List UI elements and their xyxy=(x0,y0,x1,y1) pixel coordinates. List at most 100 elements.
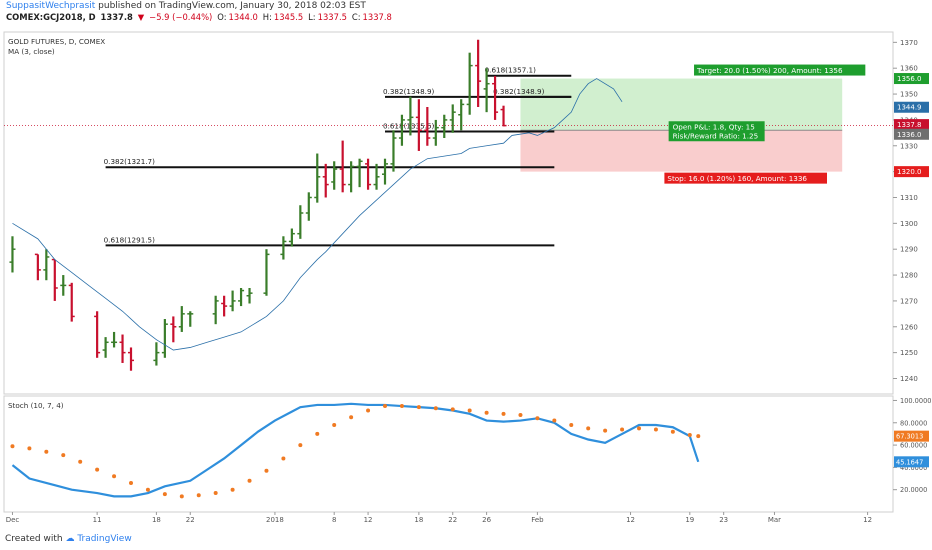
open-label: O: xyxy=(217,12,227,22)
close-label: C: xyxy=(351,12,361,22)
stoch-d-dot xyxy=(552,418,557,423)
stoch-d-dot xyxy=(696,434,701,439)
stoch-y-tick-label: 40.0000 xyxy=(900,464,927,472)
y-tick-label: 1290 xyxy=(900,246,918,254)
stoch-panel[interactable] xyxy=(3,395,894,513)
stoch-d-value: 67.3013 xyxy=(896,433,923,441)
y-tick-label: 1330 xyxy=(900,142,918,150)
change-value: −5.9 (−0.44%) xyxy=(149,12,213,22)
price-axis-label-box xyxy=(894,73,929,85)
stoch-k-value: 45.1647 xyxy=(896,458,923,466)
stoch-d-dot xyxy=(230,487,235,492)
x-tick-label: 12 xyxy=(626,516,635,524)
stoch-d-dot xyxy=(687,433,692,438)
chart-canvas[interactable]: 1240125012601270128012901300131013201330… xyxy=(0,26,932,530)
fib-level-label: 0.618(1335.5) xyxy=(383,122,435,131)
y-tick-label: 1310 xyxy=(900,194,918,202)
fib-level-label: 0.382(1348.9) xyxy=(493,87,545,96)
stoch-d-dot xyxy=(61,453,66,458)
ma-line[interactable] xyxy=(12,78,623,351)
x-tick-label: 22 xyxy=(186,516,195,524)
tradingview-brand[interactable]: TradingView xyxy=(77,534,132,544)
high-label: H: xyxy=(262,12,272,22)
stoch-d-dot xyxy=(603,428,608,433)
stoch-d-dot xyxy=(196,493,201,498)
low-label: L: xyxy=(308,12,316,22)
x-tick-label: 8 xyxy=(332,516,336,524)
stoch-k-value-box xyxy=(894,456,929,468)
stoch-y-tick-label: 60.0000 xyxy=(900,442,927,450)
y-tick-label: 1370 xyxy=(900,39,918,47)
price-axis-label: 1320.0 xyxy=(897,168,922,176)
x-tick-label: 12 xyxy=(863,516,872,524)
stoch-d-dot xyxy=(332,423,337,427)
created-with-text: Created with xyxy=(5,534,63,544)
stoch-d-dot xyxy=(535,416,540,421)
pnl-label: Open P&L: 1.8, Qty: 15 xyxy=(673,122,755,131)
chart-header: SuppasitWechprasit published on TradingV… xyxy=(0,0,932,26)
price-axis-label: 1344.9 xyxy=(897,104,922,112)
price-axis-label: 1337.8 xyxy=(897,121,922,129)
x-tick-label: 22 xyxy=(448,516,457,524)
stoch-k-line[interactable] xyxy=(11,402,700,498)
x-tick-label: Feb xyxy=(531,516,544,524)
price-axis-label: 1356.0 xyxy=(897,75,922,83)
fib-level-label: 0.618(1357.1) xyxy=(485,66,537,75)
published-text: published on TradingView.com, January 30… xyxy=(98,1,366,11)
price-axis-label: 1336.0 xyxy=(897,131,922,139)
stoch-d-dot xyxy=(399,404,404,409)
stoch-d-dot xyxy=(162,492,167,497)
y-tick-label: 1240 xyxy=(900,375,918,383)
stoch-d-dot xyxy=(315,431,320,436)
symbol-label: COMEX:GCJ2018, D xyxy=(6,12,96,22)
price-chart-title: GOLD FUTURES, D, COMEX xyxy=(8,37,105,46)
stoch-d-dot xyxy=(10,444,15,449)
stoch-d-dot xyxy=(44,449,49,454)
publisher-link[interactable]: SuppasitWechprasit xyxy=(6,1,96,11)
stoch-d-dot xyxy=(27,446,32,451)
stoch-d-dot xyxy=(433,406,438,411)
stoch-y-tick-label: 80.0000 xyxy=(900,419,927,427)
x-tick-label: 18 xyxy=(414,516,423,524)
ohlc-line: COMEX:GCJ2018, D 1337.8 ▼ −5.9 (−0.44%) … xyxy=(6,12,394,22)
y-tick-label: 1350 xyxy=(900,91,918,99)
price-axis-label-box xyxy=(894,128,929,140)
high-value: 1345.5 xyxy=(273,12,304,22)
last-price: 1337.8 xyxy=(100,12,133,22)
stoch-d-dot xyxy=(620,427,625,432)
stoch-d-dot xyxy=(586,426,591,431)
x-tick-label: 19 xyxy=(685,516,694,524)
stoch-d-dot xyxy=(129,481,133,485)
x-tick-label: 12 xyxy=(364,516,373,524)
stoch-y-tick-label: 20.0000 xyxy=(900,486,927,494)
y-tick-label: 1300 xyxy=(900,220,918,228)
low-value: 1337.5 xyxy=(317,12,347,22)
stoch-d-dot xyxy=(145,487,150,492)
stoch-d-dot xyxy=(247,478,252,483)
x-tick-label: 18 xyxy=(152,516,161,524)
stoch-d-dot xyxy=(416,405,421,410)
y-tick-label: 1360 xyxy=(900,65,918,73)
stoch-d-dot xyxy=(653,427,658,432)
stoch-d-dot xyxy=(264,468,269,473)
stop-label: Stop: 16.0 (1.20%) 160, Amount: 1336 xyxy=(667,174,807,183)
ma-indicator-label: MA (3, close) xyxy=(8,47,55,56)
stoch-d-dot xyxy=(383,404,387,409)
x-tick-label: 26 xyxy=(482,516,491,524)
stoch-d-dot xyxy=(670,429,675,434)
open-value: 1344.0 xyxy=(228,12,258,22)
price-axis-label-box xyxy=(894,166,929,178)
stoch-d-value-box xyxy=(894,430,929,442)
stoch-y-tick-label: 100.0000 xyxy=(900,397,931,405)
fib-level-label: 0.618(1291.5) xyxy=(104,235,156,244)
stop-label-box xyxy=(664,172,827,184)
stoch-title: Stoch (10, 7, 4) xyxy=(8,401,64,410)
stoch-d-dot xyxy=(467,408,472,413)
x-tick-label: Dec xyxy=(6,516,20,524)
x-tick-label: 23 xyxy=(719,516,728,524)
down-arrow-icon: ▼ xyxy=(137,12,145,22)
tradingview-logo-icon: ☁ xyxy=(65,534,75,544)
x-tick-label: Mar xyxy=(768,516,781,524)
fib-level-label: 0.382(1321.7) xyxy=(104,157,156,166)
stoch-d-dot xyxy=(450,407,455,412)
